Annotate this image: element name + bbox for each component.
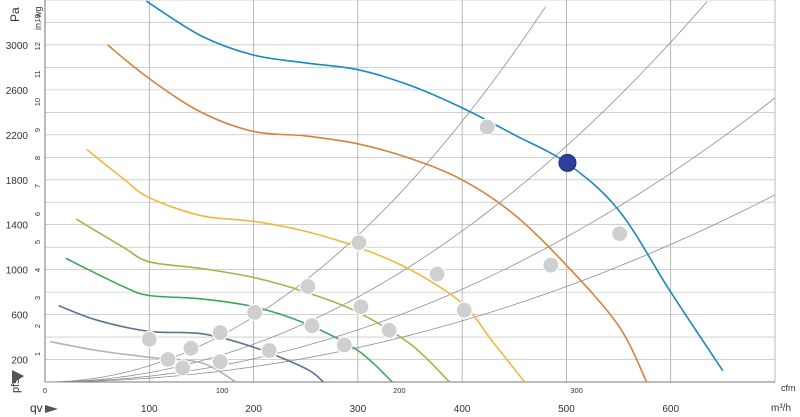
operating-point — [246, 303, 264, 321]
fan-curve-6 — [58, 304, 324, 383]
left-axis-labels: 2006001000140018002200260030001234567891… — [6, 14, 42, 367]
operating-point — [211, 323, 229, 342]
operating-point — [352, 298, 370, 316]
cfm-tick-label: 300 — [570, 386, 583, 395]
operating-point — [428, 265, 446, 283]
operating-point — [174, 359, 192, 377]
system-curve — [45, 194, 776, 383]
fan-curve-3 — [86, 148, 526, 383]
operating-point — [182, 339, 200, 357]
pfs-arrow-icon — [12, 370, 24, 384]
cfm-axis-label: cfm — [781, 383, 796, 393]
operating-point — [159, 350, 177, 369]
inwg-tick-label: 7 — [33, 184, 42, 188]
qv-arrow-icon — [45, 405, 58, 413]
pa-tick-label: 600 — [11, 311, 28, 322]
operating-point — [335, 336, 353, 354]
pa-axis-label: Pa — [8, 7, 22, 22]
pa-tick-label: 1800 — [6, 176, 29, 187]
inwg-tick-label: 8 — [33, 156, 42, 160]
operating-point — [478, 118, 496, 136]
inwg-axis-label: in. wg — [33, 6, 43, 30]
m3h-tick-label: 300 — [350, 404, 367, 415]
inwg-tick-label: 5 — [33, 240, 42, 244]
m3h-tick-label: 400 — [454, 404, 471, 415]
operating-point — [140, 330, 158, 348]
operating-point — [350, 234, 368, 252]
operating-point — [455, 301, 473, 319]
m3h-axis-label: m³/h — [771, 403, 791, 414]
pa-tick-label: 2200 — [6, 131, 29, 142]
m3h-tick-label: 600 — [662, 404, 679, 415]
pa-tick-label: 1000 — [6, 266, 29, 277]
inwg-tick-label: 13 — [33, 14, 42, 22]
pa-tick-label: 1400 — [6, 221, 29, 232]
gridlines — [44, 0, 776, 383]
cfm-tick-label: 100 — [216, 386, 229, 395]
inwg-tick-label: 1 — [33, 352, 42, 356]
m3h-tick-label: 200 — [245, 404, 262, 415]
inwg-tick-label: 9 — [33, 128, 42, 132]
operating-point — [380, 321, 398, 339]
cfm-tick-label: 200 — [393, 386, 406, 395]
operating-point — [611, 225, 629, 243]
operating-points — [140, 118, 629, 377]
pa-tick-label: 3000 — [6, 41, 29, 52]
operating-point — [299, 277, 317, 296]
system-curves — [45, 1, 776, 383]
fan-curve-7 — [50, 340, 237, 383]
operating-point-highlight — [558, 153, 577, 172]
m3h-tick-label: 500 — [558, 404, 575, 415]
series-layer — [50, 0, 724, 383]
operating-point — [542, 256, 560, 274]
inwg-tick-label: 11 — [33, 70, 42, 78]
bottom-axis-labels: 0 100 200 300 100 200 300 400 500 600 — [43, 386, 680, 415]
pa-tick-label: 2600 — [6, 86, 29, 97]
system-curve — [45, 97, 776, 383]
system-curve — [45, 1, 708, 383]
fan-curve-4 — [75, 218, 451, 383]
operating-point — [303, 317, 321, 335]
fan-curve-2 — [107, 44, 648, 383]
inwg-tick-label: 4 — [33, 268, 42, 272]
inwg-tick-label: 2 — [33, 324, 42, 328]
cfm-tick-label: 0 — [43, 386, 47, 395]
fan-curve-5 — [65, 257, 393, 383]
qv-axis-label: qv — [30, 401, 43, 415]
pa-tick-label: 200 — [11, 356, 28, 367]
operating-point — [260, 341, 278, 360]
inwg-tick-label: 10 — [33, 98, 42, 106]
fan-curve-1 — [145, 0, 724, 372]
inwg-tick-label: 3 — [33, 296, 42, 300]
operating-point — [211, 353, 229, 371]
inwg-tick-label: 6 — [33, 212, 42, 216]
inwg-tick-label: 12 — [33, 42, 42, 50]
m3h-tick-label: 100 — [141, 404, 158, 415]
